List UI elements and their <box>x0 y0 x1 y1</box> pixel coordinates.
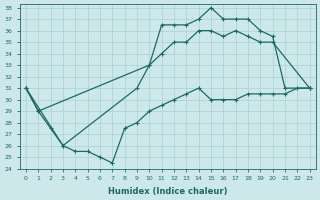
X-axis label: Humidex (Indice chaleur): Humidex (Indice chaleur) <box>108 187 228 196</box>
